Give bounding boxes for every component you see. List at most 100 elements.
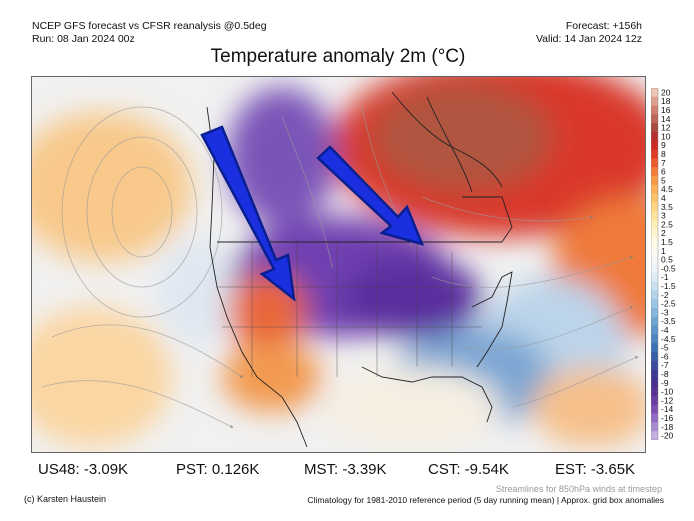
colorbar-swatch [651,431,658,441]
streamlines-note: Streamlines for 850hPa winds at timestep [495,484,662,494]
colorbar-label: 18 [661,96,671,106]
colorbar-svg: 201816141210987654.543.532.521.510.5-0.5… [650,87,676,441]
colorbar-swatch [651,264,658,274]
colorbar-label: -18 [661,422,674,432]
colorbar-label: 10 [661,131,671,141]
colorbar-label: -7 [661,360,669,370]
colorbar-label: -3 [661,307,669,317]
valid-time: Valid: 14 Jan 2024 12z [535,33,642,45]
colorbar-label: -9 [661,378,669,388]
climatology-note: Climatology for 1981-2010 reference peri… [307,495,664,505]
colorbar-label: 8 [661,149,666,159]
colorbar-legend: 20 18 16 14 12 10 9 8 7 6 5 4.5 4 3.5 3 2.5 2 1.5 1 0.5 -0.5… [650,87,687,441]
colorbar-swatch [651,132,658,142]
colorbar-swatch [651,114,658,124]
colorbar-swatch [651,387,658,397]
colorbar-label: 1.5 [661,237,673,247]
colorbar-swatch [651,96,658,107]
colorbar-label: 5 [661,175,666,185]
cold-air-arrows [200,125,425,302]
colorbar-swatch [651,378,658,388]
colorbar-swatch [651,140,658,151]
stat-pst: PST: 0.126K [176,461,260,478]
colorbar-swatch [651,228,658,239]
stat-cst: CST: -9.54K [428,461,509,478]
colorbar-swatch [651,325,658,335]
colorbar-swatch [651,281,658,291]
colorbar-swatch [651,334,658,344]
colorbar-label: -4.5 [661,334,676,344]
regional-averages: US48: -3.09K PST: 0.126K MST: -3.39K CST… [0,461,694,481]
colorbar-swatch [651,316,658,327]
colorbar-label: 0.5 [661,255,673,265]
colorbar-swatch [651,360,658,371]
stat-est: EST: -3.65K [555,461,636,478]
colorbar-swatch [651,404,658,415]
colorbar-swatch [651,105,658,115]
colorbar-label: 12 [661,123,671,133]
credit: (c) Karsten Haustein [24,494,107,504]
colorbar-swatch [651,369,658,379]
colorbar-swatch [651,290,658,300]
colorbar-label: -4 [661,325,669,335]
colorbar-swatch [651,123,658,133]
colorbar-label: 14 [661,114,671,124]
colorbar-swatch [651,237,658,247]
colorbar-label: 6 [661,167,666,177]
colorbar-swatch [651,211,658,221]
colorbar-label: -1 [661,272,669,282]
colorbar-swatch [651,396,658,406]
colorbar-swatch [651,220,658,230]
colorbar-label: -20 [661,431,674,440]
colorbar-label: -12 [661,395,674,405]
colorbar-label: 16 [661,105,671,115]
colorbar-swatch [651,246,658,256]
valid-info: Forecast: +156h Valid: 14 Jan 2024 12z [536,20,642,46]
colorbar-swatch [651,272,658,283]
run-time: Run: 08 Jan 2024 00z [32,33,135,45]
run-info: NCEP GFS forecast vs CFSR reanalysis @0.… [32,20,267,46]
colorbar-label: 2 [661,228,666,238]
colorbar-swatch [651,299,658,309]
colorbar-swatch [651,255,658,265]
colorbar-swatch [651,88,658,98]
colorbar-swatch [651,422,658,432]
colorbar-label: 20 [661,88,671,97]
model-description: NCEP GFS forecast vs CFSR reanalysis @0.… [32,20,267,32]
colorbar-label: -1.5 [661,281,676,291]
colorbar-swatch [651,413,658,423]
stat-mst: MST: -3.39K [304,461,387,478]
colorbar-label: 3 [661,211,666,221]
colorbar-swatch [651,343,658,353]
colorbar-label: -3.5 [661,316,676,326]
colorbar-label: -16 [661,413,674,423]
colorbar-swatch [651,193,658,203]
colorbar-label: 1 [661,246,666,256]
colorbar-label: -0.5 [661,263,676,273]
colorbar-label: 2.5 [661,219,673,229]
colorbar-swatch [651,308,658,318]
colorbar-label: 9 [661,140,666,150]
colorbar-label: 7 [661,158,666,168]
colorbar-label: -6 [661,351,669,361]
colorbar-label: -14 [661,404,674,414]
colorbar-label: -8 [661,369,669,379]
colorbar-label: -5 [661,343,669,353]
colorbar-label: 4 [661,193,666,203]
colorbar-swatch [651,176,658,186]
colorbar-swatch [651,149,658,159]
colorbar-label: 4.5 [661,184,673,194]
colorbar-label: -10 [661,387,674,397]
map-title: Temperature anomaly 2m (°C) [210,46,466,67]
colorbar-label: -2 [661,290,669,300]
colorbar-swatch [651,184,658,195]
colorbar-label: 3.5 [661,202,673,212]
forecast-hour: Forecast: +156h [565,20,642,32]
anomaly-field [32,77,645,452]
stat-us48: US48: -3.09K [38,461,129,478]
colorbar-label: -2.5 [661,299,676,309]
colorbar-swatch [651,158,658,168]
colorbar-swatch [651,352,658,362]
colorbar-swatch [651,202,658,212]
anomaly-map [31,76,646,453]
